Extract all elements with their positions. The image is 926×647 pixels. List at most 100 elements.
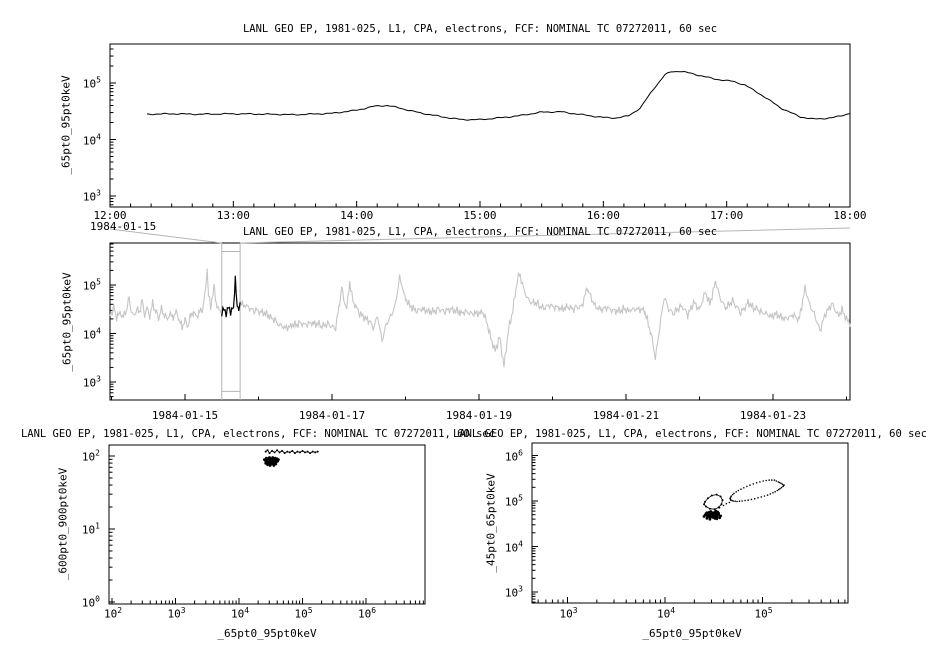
x-tick-label: 103 — [559, 606, 578, 621]
scatter-45-65-small-loop-point — [721, 499, 724, 502]
scatter-45-65-large-loop-point — [776, 489, 779, 492]
scatter-45-65-large-loop-point — [782, 485, 785, 487]
scatter-45-65-large-loop-point — [765, 479, 767, 482]
y-tick-label: 105 — [82, 75, 101, 91]
y-tick-label: 103 — [82, 188, 101, 204]
y-tick-label: 102 — [81, 448, 100, 464]
y-tick-label: 105 — [82, 277, 101, 293]
y-tick-label: 103 — [82, 374, 101, 390]
detail-plot-area[interactable] — [110, 44, 850, 207]
y-tick-label: 105 — [504, 493, 523, 509]
x-tick-label: 1984-01-15 — [151, 409, 219, 422]
x-tick-label: 105 — [294, 606, 313, 621]
scatter-45-65-small-loop-point — [719, 495, 722, 498]
scatter-600-900-dense-cluster-point — [268, 464, 272, 467]
scatter-45-65-large-loop-point — [738, 500, 741, 503]
scatter-600-900-upper-chain-point — [311, 450, 314, 453]
x-tick-label: 104 — [230, 606, 250, 621]
x-tick-label: 104 — [656, 606, 676, 621]
scatter-45-65-large-loop-point — [780, 486, 783, 489]
x-tick-label: 105 — [754, 606, 773, 621]
scatter-45-65-large-loop-point — [766, 494, 769, 496]
detail-series-line — [146, 70, 851, 121]
scatter-45-65-dense-cluster-point — [703, 513, 707, 517]
scatter-45-65-large-loop-point — [731, 493, 734, 496]
y-tick-label: 100 — [81, 594, 100, 610]
x-tick-label: 1984-01-21 — [592, 409, 660, 422]
scatter-600-900-dense-cluster-point — [274, 462, 278, 466]
scatter-45-65-large-loop-point — [737, 489, 740, 492]
scatter-45-65-dense-cluster-point — [707, 514, 711, 517]
scatter-45-65-large-loop-point — [762, 480, 764, 482]
scatter-45-65-tail-point — [718, 507, 721, 509]
context-plot-area[interactable] — [110, 243, 850, 400]
scatter-45-65-large-loop-point — [778, 481, 781, 484]
scatter-45-65-tail-point — [728, 501, 731, 504]
scatter-600-900-ylabel: _600pt0_900pt0keV — [56, 467, 70, 581]
scatter-45-65-large-loop-point — [755, 482, 758, 484]
x-tick-label: 102 — [103, 606, 123, 621]
scatter-45-65-large-loop-point — [769, 493, 772, 495]
scatter-45-65-dense-cluster-point — [713, 511, 717, 514]
scatter-600-900-dense-cluster-point — [270, 459, 273, 463]
scatter-45-65-large-loop-point — [772, 492, 774, 494]
scatter-600-900-upper-chain-point — [266, 449, 269, 452]
scatter-45-65-large-loop-point — [774, 490, 776, 493]
x-tick-label: 12:00 — [93, 209, 127, 222]
scatter-45-65-large-loop-point — [744, 499, 746, 502]
scatter-45-65-large-loop-point — [777, 488, 780, 491]
scatter-45-65-title: LANL GEO EP, 1981-025, L1, CPA, electron… — [452, 428, 926, 440]
scatter-600-900-upper-chain-point — [276, 449, 279, 452]
scatter-600-900-dense-cluster-point — [264, 459, 268, 463]
scatter-600-900-upper-chain-point — [316, 450, 319, 453]
scatter-600-900-xlabel: _65pt0_95pt0keV — [217, 627, 317, 640]
scatter-600-900-upper-chain-point — [301, 449, 304, 452]
scatter-45-65-frame — [531, 442, 849, 604]
scatter-45-65-large-loop-point — [768, 479, 770, 481]
scatter-45-65-ylabel: _45pt0_65pt0keV — [484, 473, 498, 573]
scatter-600-900-title: LANL GEO EP, 1981-025, L1, CPA, electron… — [20, 428, 496, 440]
scatter-45-65-large-loop-point — [732, 500, 734, 502]
x-tick-label: 106 — [357, 606, 377, 621]
scatter-45-65-large-loop-point — [777, 481, 779, 483]
scatter-45-65-dense-cluster-point — [705, 511, 709, 515]
y-tick-label: 101 — [81, 521, 100, 537]
x-tick-label: 17:00 — [710, 209, 744, 222]
scatter-45-65-dense-cluster-point — [708, 517, 712, 521]
context-highlight-line — [221, 275, 241, 318]
scatter-45-65-dense-cluster-point — [711, 516, 715, 519]
x-tick-label: 103 — [167, 606, 186, 621]
scatter-45-65-large-loop-point — [757, 497, 759, 499]
context-plot-frame — [109, 242, 851, 401]
scatter-600-900-upper-chain-point — [309, 452, 312, 455]
scatter-45-65-large-loop-point — [734, 500, 736, 503]
scatter-600-900-upper-chain-point — [286, 450, 289, 453]
scatter-600-900-upper-chain-point — [273, 451, 276, 454]
scatter-45-65-dense-cluster-point — [716, 513, 719, 516]
scatter-600-900-upper-chain-point — [296, 450, 299, 453]
scatter-600-900-dense-cluster-point — [273, 456, 277, 460]
scatter-45-65-plot-area[interactable] — [532, 443, 848, 603]
scatter-45-65-dense-cluster-point — [715, 517, 719, 521]
scatter-600-900-upper-chain-point — [278, 451, 281, 454]
x-tick-label: 1984-01-23 — [739, 409, 807, 422]
scatter-45-65-small-loop-point — [710, 494, 713, 497]
scatter-600-900-plot-area[interactable] — [109, 445, 425, 604]
x-tick-label: 13:00 — [216, 209, 250, 222]
scatter-45-65-large-loop-point — [760, 496, 763, 498]
scatter-45-65-large-loop-point — [752, 483, 755, 485]
scatter-45-65-dense-cluster-point — [709, 510, 713, 513]
scatter-600-900-upper-chain-point — [281, 449, 284, 452]
connector-line-right — [240, 227, 851, 244]
scatter-45-65-large-loop-point — [771, 479, 773, 481]
scatter-45-65-large-loop-point — [743, 487, 745, 489]
scatter-600-900-upper-chain-line — [265, 449, 318, 454]
scatter-45-65-large-loop-point — [731, 499, 733, 502]
y-tick-label: 104 — [504, 539, 523, 554]
scatter-45-65-small-loop-point — [713, 508, 716, 511]
scatter-45-65-small-loop-point — [708, 507, 711, 510]
y-tick-label: 104 — [82, 132, 101, 147]
scatter-45-65-large-loop-point — [749, 484, 751, 486]
